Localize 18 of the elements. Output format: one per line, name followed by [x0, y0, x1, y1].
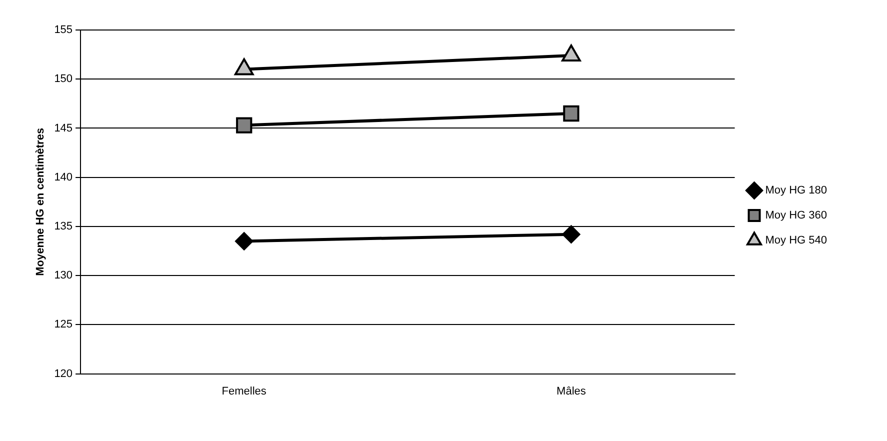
y-tick-label: 125 [54, 318, 73, 331]
legend-label: Moy HG 540 [765, 234, 828, 247]
y-tick-label: 120 [54, 368, 73, 380]
y-tick-label: 155 [54, 24, 73, 36]
x-tick-label: Mâles [556, 385, 586, 398]
point [236, 117, 252, 134]
y-axis-title: Moyenne HG en centimètres [34, 128, 47, 276]
x-tick-label: Femelles [222, 385, 267, 398]
y-tick-label: 150 [54, 73, 73, 86]
point [235, 232, 254, 250]
y-tick-label: 145 [54, 122, 73, 134]
point [563, 105, 580, 122]
y-tick-label: 130 [54, 270, 73, 282]
legend-label: Moy HG 180 [765, 184, 828, 197]
y-tick-label: 135 [54, 220, 73, 232]
legend-label: Moy HG 360 [765, 210, 828, 222]
y-tick-label: 140 [54, 171, 73, 184]
point [562, 225, 580, 244]
